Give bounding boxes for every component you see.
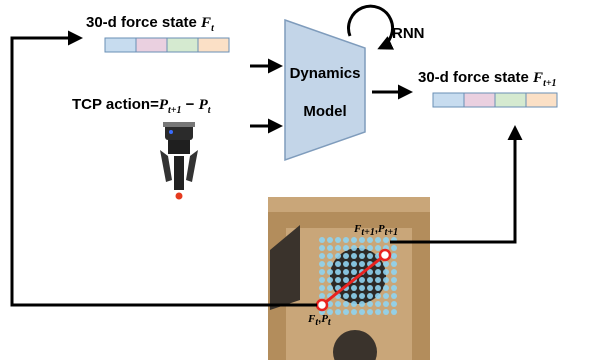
board-photo — [268, 197, 430, 360]
output-state-bar — [433, 93, 557, 107]
text-part: F — [200, 15, 211, 31]
robot-gripper — [160, 122, 198, 200]
input-state-text: 30-d force state Ft — [86, 14, 215, 34]
text-part: t+1 — [543, 78, 556, 89]
model-block — [285, 20, 365, 160]
output-state-text: 30-d force state Ft+1 — [418, 69, 557, 89]
text-part: t+1 — [385, 227, 398, 238]
text-part: t — [208, 105, 212, 116]
action-text: TCP action=Pt+1 − Pt — [72, 96, 212, 116]
text-part: t+1 — [168, 105, 181, 116]
text-part: t+1 — [361, 227, 374, 238]
text-part: TCP action= — [72, 96, 159, 113]
loop-arrow — [349, 6, 393, 48]
text-part: t — [211, 23, 215, 34]
text-part: − — [186, 96, 195, 113]
loop-label: RNN — [392, 25, 425, 42]
model-label: Model — [303, 103, 346, 120]
text-part: F — [532, 70, 543, 86]
text-part: 30-d force state — [418, 69, 529, 86]
model-label: Dynamics — [290, 65, 361, 82]
diagram: 30-d force state Ft TCP action=Pt+1 − Pt… — [0, 0, 595, 360]
input-state-bar — [105, 38, 229, 52]
text-part: 30-d force state — [86, 14, 197, 31]
